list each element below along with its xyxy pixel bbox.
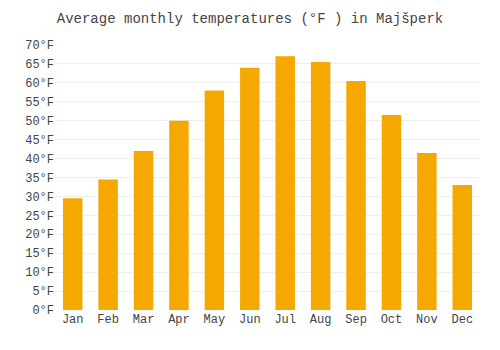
svg-text:60°F: 60°F	[25, 77, 54, 91]
svg-text:Average monthly temperatures (: Average monthly temperatures (°F ) in Ma…	[57, 11, 443, 27]
svg-text:20°F: 20°F	[25, 228, 54, 242]
svg-text:Aug: Aug	[310, 313, 332, 327]
svg-text:40°F: 40°F	[25, 153, 54, 167]
svg-text:Jun: Jun	[239, 313, 261, 327]
svg-text:Jul: Jul	[274, 313, 296, 327]
svg-text:30°F: 30°F	[25, 191, 54, 205]
svg-text:45°F: 45°F	[25, 134, 54, 148]
svg-text:25°F: 25°F	[25, 210, 54, 224]
svg-text:50°F: 50°F	[25, 115, 54, 129]
svg-text:0°F: 0°F	[32, 304, 54, 318]
svg-text:35°F: 35°F	[25, 172, 54, 186]
svg-text:55°F: 55°F	[25, 96, 54, 110]
svg-text:Dec: Dec	[451, 313, 473, 327]
svg-text:May: May	[204, 313, 226, 327]
svg-text:Jan: Jan	[62, 313, 84, 327]
svg-text:Sep: Sep	[345, 313, 367, 327]
svg-text:Oct: Oct	[381, 313, 403, 327]
svg-text:70°F: 70°F	[25, 39, 54, 53]
svg-text:Nov: Nov	[416, 313, 438, 327]
svg-text:Apr: Apr	[168, 313, 190, 327]
svg-text:5°F: 5°F	[32, 285, 54, 299]
svg-text:65°F: 65°F	[25, 58, 54, 72]
svg-text:Mar: Mar	[133, 313, 155, 327]
svg-text:15°F: 15°F	[25, 247, 54, 261]
svg-text:Feb: Feb	[97, 313, 119, 327]
svg-text:10°F: 10°F	[25, 266, 54, 280]
